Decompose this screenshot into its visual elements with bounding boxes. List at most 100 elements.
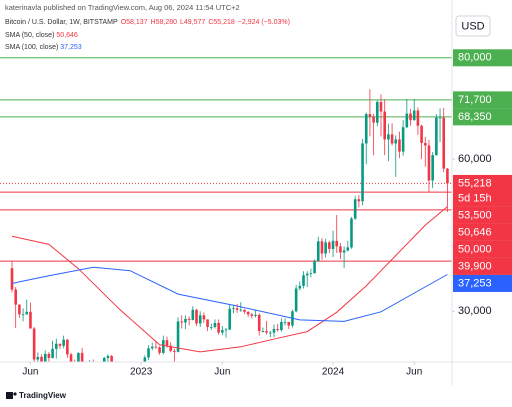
ohlc-value: C55,218: [208, 19, 235, 26]
candle-body: [276, 329, 279, 331]
candle-body: [435, 117, 438, 156]
candle-body: [372, 116, 375, 123]
candle-body: [346, 247, 350, 251]
candle-body: [221, 330, 224, 333]
candle-body: [246, 311, 250, 315]
candle-body: [239, 309, 243, 311]
countdown: 5d 15h: [458, 192, 492, 204]
candle-body: [280, 321, 283, 331]
series-value: 37,253: [60, 44, 82, 51]
candle-body: [69, 354, 73, 362]
candle-body: [14, 289, 17, 305]
candle-body: [261, 331, 265, 332]
candle-body: [80, 352, 84, 362]
candle-body: [302, 275, 305, 286]
candle-body: [62, 339, 65, 346]
candle-body: [387, 134, 390, 140]
candle-body: [195, 309, 198, 324]
price-label-box: [453, 108, 512, 126]
price-label-box: [453, 240, 512, 258]
candle-body: [431, 155, 434, 181]
candle-body: [257, 314, 261, 332]
candle-body: [427, 145, 431, 181]
candle-body: [228, 308, 232, 330]
candle-body: [147, 348, 150, 358]
sma50-legend: SMA (50, close) 50,646: [5, 32, 78, 39]
candle-body: [412, 110, 416, 121]
candle-body: [169, 345, 172, 351]
price-label-box: [453, 206, 512, 224]
candle-body: [18, 304, 21, 315]
candle-body: [150, 346, 154, 349]
symbol: Bitcoin / U.S. Dollar, 1W, BITSTAMP: [5, 19, 118, 26]
candle-body: [305, 273, 309, 276]
ohlc: O58,137 H58,280 L49,577 C55,218 −2,924 (−5.0…: [121, 19, 290, 26]
candle-body: [187, 318, 191, 320]
ohlc-value: O58,137: [121, 19, 148, 26]
candle-body: [29, 311, 32, 329]
price-axis: 80,000 71,700 68,350 60,000 55,218 5d 15h 53,5…: [452, 49, 512, 317]
candle-body: [331, 240, 335, 249]
candle-body: [161, 340, 165, 353]
price-label-box: [453, 223, 512, 241]
currency-box[interactable]: [455, 15, 491, 37]
candle-body: [416, 110, 420, 126]
candle-body: [294, 288, 298, 312]
candle-body: [405, 113, 409, 128]
candle-body: [383, 111, 386, 140]
price-label: 71,700: [458, 94, 492, 106]
candle-body: [364, 114, 368, 144]
series-value: 50,646: [56, 32, 78, 39]
series-name: SMA (100, close): [5, 44, 58, 51]
sma100-legend: SMA (100, close) 37,253: [5, 44, 82, 51]
candle-body: [110, 355, 113, 362]
sma-line: [11, 266, 448, 322]
candle-body: [40, 356, 43, 362]
candle-body: [32, 328, 36, 360]
x-tick-label: 2024: [322, 367, 345, 378]
ohlc-value: −2,924 (−5.03%): [238, 19, 290, 26]
candle-body: [298, 285, 302, 289]
x-tick-label: Jun: [214, 367, 230, 378]
x-tick-label: 2023: [130, 367, 153, 378]
candle-body: [66, 339, 69, 355]
candle-body: [102, 357, 106, 362]
candle-body: [43, 353, 47, 362]
logo-icon: [6, 392, 13, 399]
candle-body: [335, 240, 339, 247]
sma-line: [11, 206, 448, 353]
candle-body: [143, 357, 147, 362]
candle-body: [446, 168, 449, 184]
candle-body: [339, 246, 342, 253]
legend: katerinavla published on TradingView.com…: [5, 3, 290, 51]
candle-body: [361, 143, 364, 202]
candle-body: [401, 127, 405, 152]
candle-body: [180, 321, 184, 323]
x-tick-label: Jun: [406, 367, 422, 378]
price-label: 37,253: [458, 277, 492, 289]
candle-body: [250, 314, 254, 316]
byline: katerinavla published on TradingView.com…: [5, 3, 240, 12]
candle-body: [423, 142, 427, 146]
currency[interactable]: USD: [461, 20, 484, 32]
y-tick-label: 30,000: [458, 305, 492, 317]
price-label: 50,646: [458, 226, 492, 238]
price-label: 50,000: [458, 243, 492, 255]
candle-body: [25, 311, 29, 315]
candle-body: [165, 340, 169, 346]
logo-icon: [13, 392, 17, 396]
candle-body: [54, 343, 58, 349]
candle-body: [342, 250, 346, 253]
candle-body: [176, 321, 180, 352]
price-label: 80,000: [458, 52, 492, 64]
candle-body: [376, 101, 379, 123]
candle-body: [243, 309, 246, 312]
candle-body: [265, 331, 268, 333]
candle-body: [309, 273, 313, 275]
candle-body: [442, 117, 446, 169]
price-label: 39,900: [458, 260, 492, 272]
candle-body: [77, 352, 80, 362]
candle-body: [235, 308, 239, 310]
candle-body: [328, 242, 331, 249]
candle-body: [324, 242, 327, 254]
